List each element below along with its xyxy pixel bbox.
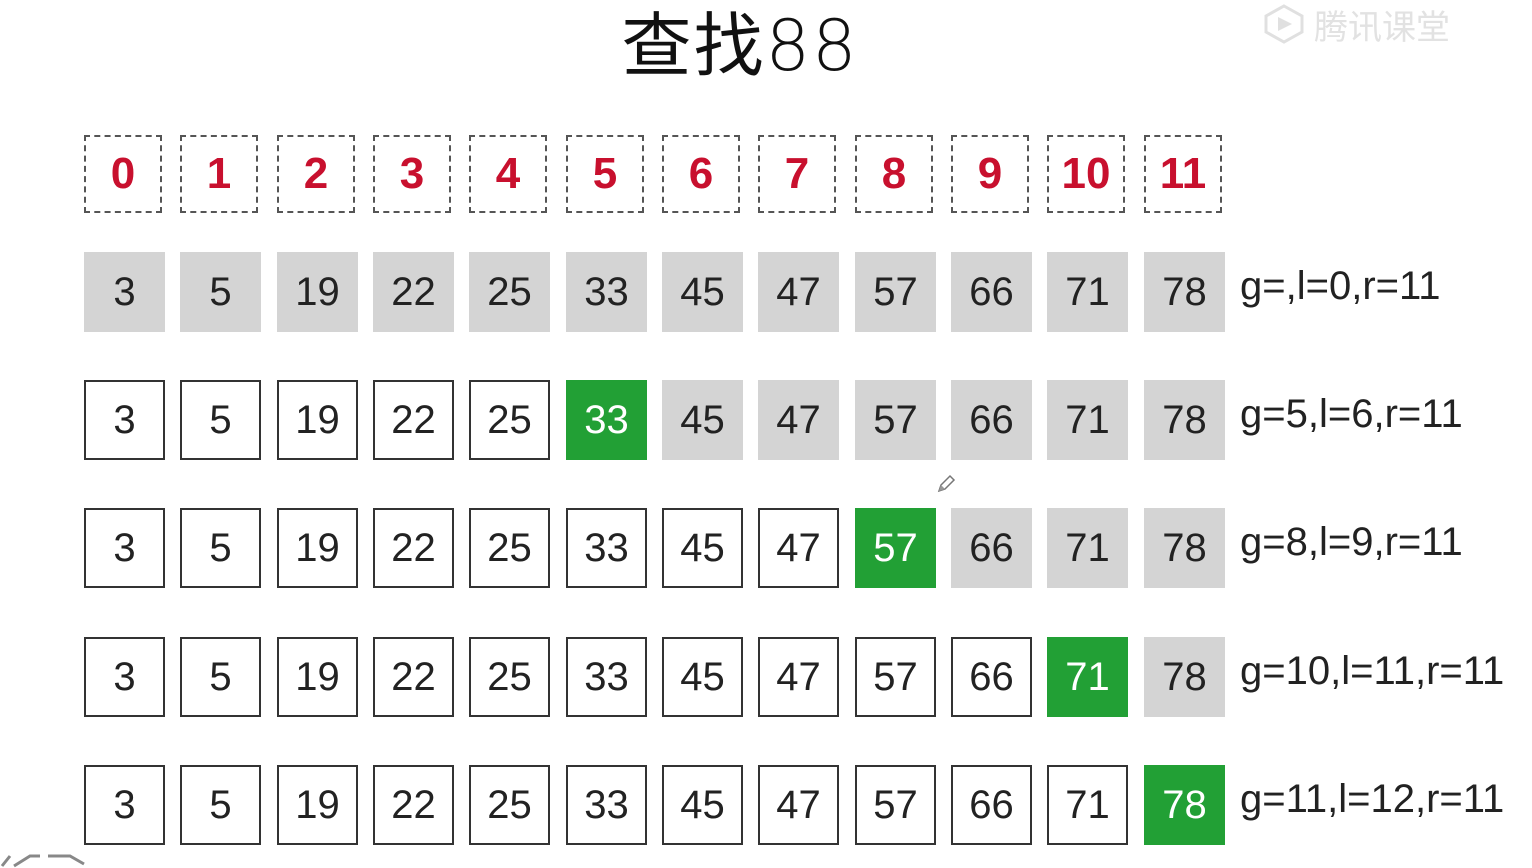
watermark-logo-icon — [1264, 4, 1304, 44]
array-cell-discarded: 45 — [662, 637, 743, 717]
index-label: 0 — [84, 135, 162, 213]
array-cell-active: 66 — [951, 508, 1032, 588]
array-cell-active: 45 — [662, 252, 743, 332]
array-cell-active: 45 — [662, 380, 743, 460]
index-label: 2 — [277, 135, 355, 213]
array-cell-active: 66 — [951, 380, 1032, 460]
index-label: 6 — [662, 135, 740, 213]
array-cell-discarded: 5 — [180, 765, 261, 845]
array-cell-discarded: 25 — [469, 380, 550, 460]
array-cell-discarded: 25 — [469, 508, 550, 588]
array-cell-active: 57 — [855, 252, 936, 332]
array-cell-active: 47 — [758, 252, 839, 332]
array-cell-discarded: 57 — [855, 765, 936, 845]
array-cell-discarded: 3 — [84, 765, 165, 845]
array-cell-active: 25 — [469, 252, 550, 332]
array-cell-active: 3 — [84, 252, 165, 332]
array-cell-active: 57 — [855, 380, 936, 460]
index-label: 5 — [566, 135, 644, 213]
step-status: g=10,l=11,r=11 — [1240, 649, 1505, 693]
index-label: 4 — [469, 135, 547, 213]
array-cell-discarded: 25 — [469, 637, 550, 717]
index-label: 3 — [373, 135, 451, 213]
step-status: g=8,l=9,r=11 — [1240, 520, 1463, 564]
array-cell-mid: 57 — [855, 508, 936, 588]
array-cell-discarded: 33 — [566, 765, 647, 845]
step-status: g=5,l=6,r=11 — [1240, 392, 1463, 436]
array-cell-discarded: 33 — [566, 637, 647, 717]
pencil-cursor-icon — [937, 474, 956, 493]
array-cell-active: 71 — [1047, 252, 1128, 332]
array-cell-discarded: 66 — [951, 765, 1032, 845]
watermark-text: 腾讯课堂 — [1314, 7, 1450, 48]
step-status: g=11,l=12,r=11 — [1240, 777, 1505, 821]
array-cell-discarded: 45 — [662, 508, 743, 588]
array-cell-discarded: 22 — [373, 765, 454, 845]
array-cell-active: 78 — [1144, 252, 1225, 332]
array-cell-active: 71 — [1047, 380, 1128, 460]
corner-logo-icon — [0, 854, 85, 868]
array-cell-discarded: 19 — [277, 380, 358, 460]
array-cell-active: 78 — [1144, 380, 1225, 460]
array-cell-discarded: 47 — [758, 637, 839, 717]
array-cell-discarded: 71 — [1047, 765, 1128, 845]
array-cell-active: 66 — [951, 252, 1032, 332]
array-cell-discarded: 47 — [758, 508, 839, 588]
array-cell-mid: 71 — [1047, 637, 1128, 717]
array-cell-active: 78 — [1144, 508, 1225, 588]
array-cell-discarded: 19 — [277, 765, 358, 845]
array-cell-mid: 78 — [1144, 765, 1225, 845]
array-cell-discarded: 45 — [662, 765, 743, 845]
index-label: 9 — [951, 135, 1029, 213]
array-cell-discarded: 22 — [373, 508, 454, 588]
array-cell-active: 5 — [180, 252, 261, 332]
array-cell-active: 47 — [758, 380, 839, 460]
index-label: 10 — [1047, 135, 1125, 213]
array-cell-discarded: 5 — [180, 508, 261, 588]
array-cell-discarded: 3 — [84, 508, 165, 588]
array-cell-active: 33 — [566, 252, 647, 332]
array-cell-discarded: 33 — [566, 508, 647, 588]
index-label: 1 — [180, 135, 258, 213]
index-label: 11 — [1144, 135, 1222, 213]
diagram-title: 查找88 — [621, 5, 859, 87]
array-cell-discarded: 66 — [951, 637, 1032, 717]
index-label: 7 — [758, 135, 836, 213]
array-cell-discarded: 25 — [469, 765, 550, 845]
array-cell-active: 78 — [1144, 637, 1225, 717]
array-cell-discarded: 22 — [373, 380, 454, 460]
array-cell-discarded: 19 — [277, 637, 358, 717]
array-cell-discarded: 57 — [855, 637, 936, 717]
array-cell-discarded: 5 — [180, 637, 261, 717]
array-cell-mid: 33 — [566, 380, 647, 460]
array-cell-active: 71 — [1047, 508, 1128, 588]
array-cell-discarded: 5 — [180, 380, 261, 460]
array-cell-active: 22 — [373, 252, 454, 332]
array-cell-discarded: 22 — [373, 637, 454, 717]
index-label: 8 — [855, 135, 933, 213]
array-cell-discarded: 3 — [84, 380, 165, 460]
watermark: 腾讯课堂 — [1262, 0, 1502, 48]
array-cell-discarded: 19 — [277, 508, 358, 588]
step-status: g=,l=0,r=11 — [1240, 264, 1441, 308]
array-cell-active: 19 — [277, 252, 358, 332]
array-cell-discarded: 47 — [758, 765, 839, 845]
array-cell-discarded: 3 — [84, 637, 165, 717]
